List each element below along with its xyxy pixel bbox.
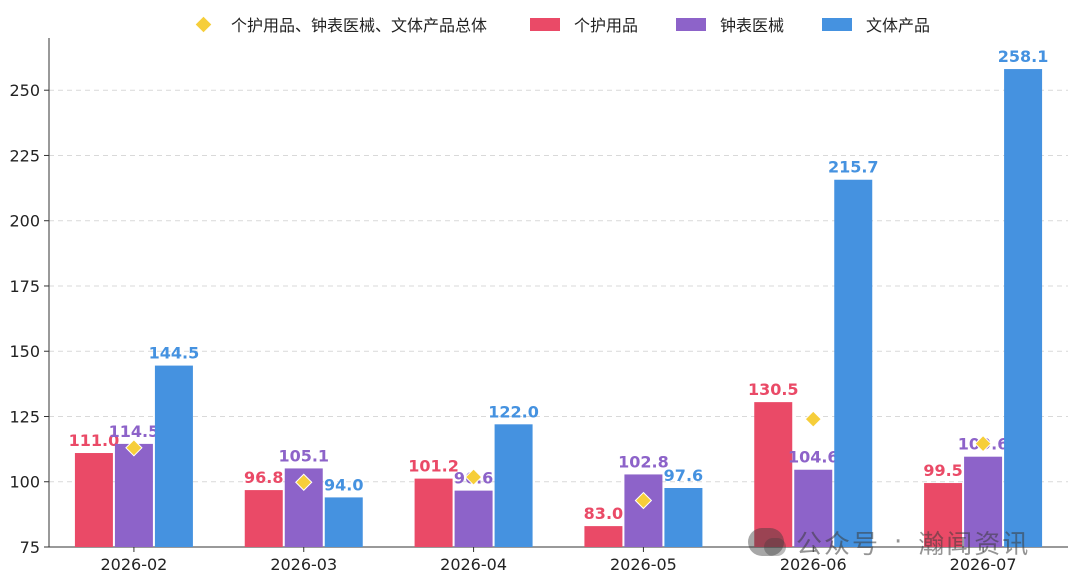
chart-legend: 个护用品、钟表医械、文体产品总体 个护用品 钟表医械 文体产品 — [0, 10, 1080, 38]
bar — [324, 497, 363, 547]
data-label: 215.7 — [828, 158, 879, 177]
bar — [794, 469, 833, 547]
total-marker — [634, 491, 653, 510]
bar — [1004, 69, 1043, 548]
legend-label-total: 个护用品、钟表医械、文体产品总体 — [231, 16, 488, 35]
bar — [74, 453, 113, 547]
bar — [624, 474, 663, 547]
x-tick-label: 2026-06 — [780, 555, 847, 574]
data-label: 122.0 — [488, 402, 539, 421]
x-tick-label: 2026-05 — [610, 555, 677, 574]
total-marker — [125, 439, 143, 457]
legend-item-personal-care: 个护用品 — [530, 10, 638, 38]
data-label: 102.8 — [618, 452, 669, 471]
x-tick-label: 2026-04 — [440, 555, 507, 574]
bar — [924, 483, 963, 547]
data-label: 111.0 — [69, 431, 120, 450]
total-marker — [295, 473, 313, 491]
data-label: 258.1 — [998, 47, 1049, 66]
data-label: 97.6 — [664, 466, 703, 485]
legend-item-stationery-sports: 文体产品 — [822, 10, 930, 38]
x-tick-label: 2026-02 — [100, 555, 167, 574]
y-tick-label: 225 — [9, 146, 40, 165]
watermark-brand: 瀚闻资讯 — [918, 529, 1031, 560]
bar — [494, 424, 533, 547]
wechat-icon — [748, 528, 786, 556]
data-label: 83.0 — [584, 504, 623, 523]
data-label: 104.6 — [788, 448, 839, 467]
bar — [414, 478, 453, 547]
bar — [154, 365, 193, 547]
data-label: 99.5 — [923, 461, 962, 480]
data-label: 144.5 — [149, 344, 200, 363]
data-label: 130.5 — [748, 380, 799, 399]
y-tick-label: 175 — [9, 277, 40, 296]
y-tick-label: 125 — [9, 407, 40, 426]
x-tick-label: 2026-07 — [950, 555, 1017, 574]
legend-label-watches-medical: 钟表医械 — [720, 16, 785, 35]
data-label: 94.0 — [324, 475, 363, 494]
y-tick-label: 250 — [9, 81, 40, 100]
bar — [754, 402, 793, 547]
legend-label-personal-care: 个护用品 — [574, 16, 639, 35]
y-tick-label: 75 — [20, 538, 40, 557]
x-tick-label: 2026-03 — [270, 555, 337, 574]
legend-label-stationery-sports: 文体产品 — [866, 16, 931, 35]
bar — [244, 490, 283, 547]
data-label: 96.8 — [244, 468, 283, 487]
legend-swatch-personal-care — [530, 17, 560, 31]
y-tick-label: 200 — [9, 212, 40, 231]
watermark: 公众号 · 瀚闻资讯 — [748, 522, 1030, 562]
data-label: 105.1 — [278, 446, 329, 465]
bar — [664, 488, 703, 547]
watermark-name: 公众号 — [796, 529, 881, 560]
total-marker — [464, 468, 483, 486]
y-tick-label: 150 — [9, 342, 40, 361]
bar — [834, 179, 873, 547]
bar — [454, 490, 493, 547]
legend-swatch-stationery-sports — [822, 17, 852, 31]
legend-swatch-watches-medical — [676, 17, 706, 31]
bar — [584, 526, 623, 547]
bar — [114, 443, 153, 547]
total-marker — [804, 410, 822, 428]
bar — [964, 456, 1003, 547]
watermark-dot: · — [894, 527, 905, 557]
data-label: 101.2 — [408, 457, 459, 476]
total-marker — [974, 434, 992, 453]
legend-item-watches-medical: 钟表医械 — [676, 10, 784, 38]
legend-item-total: 个护用品、钟表医械、文体产品总体 — [194, 10, 487, 38]
y-tick-label: 100 — [9, 473, 40, 492]
data-label: 114.5 — [109, 422, 160, 441]
